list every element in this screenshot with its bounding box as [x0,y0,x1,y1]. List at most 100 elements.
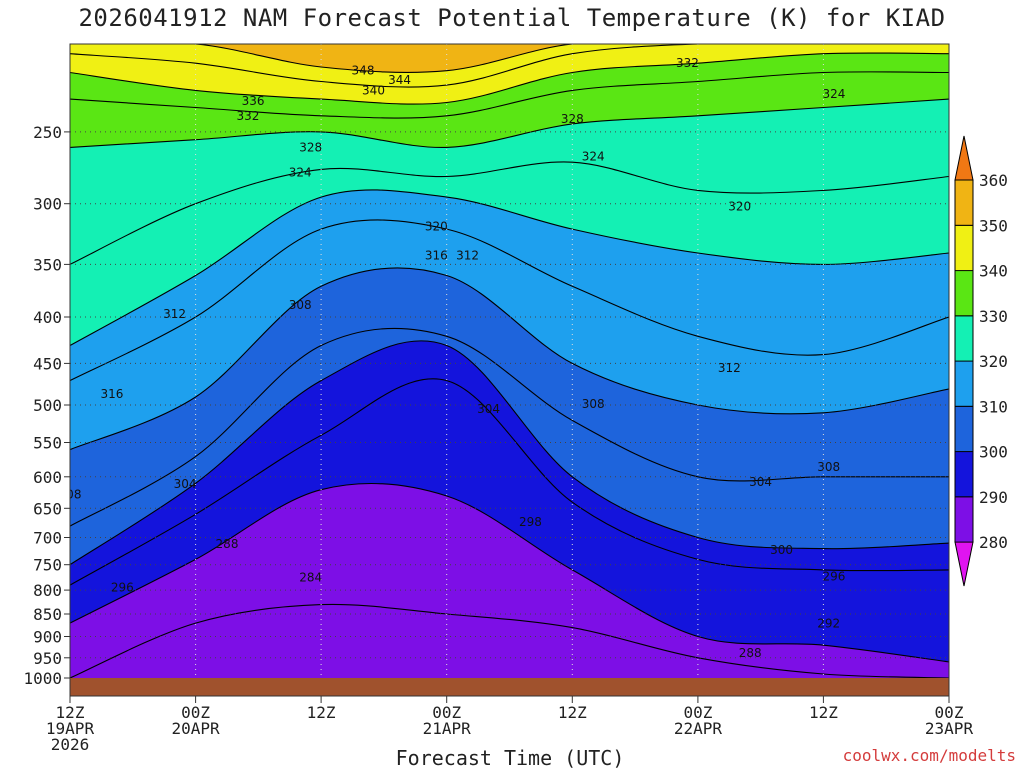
contour-label-16: 312 [718,361,741,375]
colorbar-label-330: 330 [979,307,1008,326]
colorbar-label-300: 300 [979,443,1008,462]
colorbar-band-310 [954,360,974,407]
x-tick-label-1-1: 00Z [181,703,210,722]
contour-label-text: 308 [582,397,605,411]
colorbar-band-330 [954,270,974,317]
contour-label-text: 288 [216,537,239,551]
y-tick-label-800: 800 [33,581,62,600]
y-tick-label-550: 550 [33,434,62,453]
contour-label-5: 332 [676,56,699,70]
contour-label-11: 320 [425,220,448,234]
contour-label-3: 336 [242,94,265,108]
x-tick-label-6-1: 12Z [809,703,838,722]
contour-label-text: 332 [236,109,259,123]
x-tick-label-2-1: 12Z [307,703,336,722]
isentrope-300 [70,340,949,566]
contour-label-text: 308 [59,488,82,502]
contour-label-12: 320 [728,199,751,213]
isentrope-lines [70,44,949,678]
contour-label-text: 284 [299,571,322,585]
contour-label-6: 328 [299,140,322,154]
contour-fills [70,44,949,678]
y-tick-label-600: 600 [33,468,62,487]
contour-label-text: 328 [561,112,584,126]
contour-label-text: 312 [456,248,479,262]
contour-labels: 3483443403363323323283283243243243203203… [59,56,845,660]
isentrope-310 [70,267,949,451]
contour-label-13: 316 [425,248,448,262]
isentrope-348 [70,44,949,73]
contour-label-29: 300 [770,543,793,557]
contour-label-4: 332 [236,109,259,123]
chart-title: 2026041912 NAM Forecast Potential Temper… [78,4,946,32]
contour-label-25: 298 [519,515,542,529]
band-below-284 [70,604,949,678]
colorbar-band-290 [954,451,974,498]
contour-label-text: 344 [388,73,411,87]
x-tick-label-4-1: 12Z [558,703,587,722]
colorbar-label-280: 280 [979,533,1008,552]
x-tick-label-3-1: 00Z [432,703,461,722]
contour-label-text: 298 [519,515,542,529]
contour-label-0: 348 [352,64,375,78]
contour-label-text: 320 [425,220,448,234]
colorbar-band-300 [954,405,974,453]
contour-label-19: 308 [59,488,82,502]
credit-link[interactable]: coolwx.com/modelts [842,746,1016,765]
contour-label-text: 304 [477,402,500,416]
contour-label-text: 304 [174,477,197,491]
y-tick-label-450: 450 [33,354,62,373]
colorbar-band-320 [954,315,974,362]
contour-label-text: 308 [817,460,840,474]
isentrope-324 [70,161,949,265]
y-tick-label-250: 250 [33,123,62,142]
contour-label-text: 324 [822,87,845,101]
contour-label-text: 308 [289,298,312,312]
contour-label-text: 340 [362,83,385,97]
colorbar-low-arrow [954,541,974,587]
contour-label-text: 324 [582,149,605,163]
isentrope-316 [70,219,949,382]
y-tick-label-700: 700 [33,529,62,548]
contour-label-22: 304 [477,402,500,416]
isentrope-340 [70,52,949,105]
y-tick-label-1000: 1000 [23,669,62,688]
x-tick-label-0-3: 2026 [51,735,90,754]
contour-label-15: 312 [163,307,186,321]
contour-label-18: 308 [582,397,605,411]
x-tick-label-7-1: 00Z [935,703,964,722]
colorbar-label-340: 340 [979,262,1008,281]
contour-label-30: 296 [822,570,845,584]
colorbar-label-320: 320 [979,352,1008,371]
x-tick-label-5-1: 00Z [683,703,712,722]
contour-label-20: 308 [817,460,840,474]
contour-label-text: 336 [242,94,265,108]
colorbar-label-360: 360 [979,171,1008,190]
contour-label-32: 288 [739,646,762,660]
isentrope-320 [70,189,949,346]
contour-label-28: 284 [299,571,322,585]
colorbar-label-290: 290 [979,488,1008,507]
contour-label-14: 312 [456,248,479,262]
colorbar-label-310: 310 [979,397,1008,416]
y-tick-label-500: 500 [33,396,62,415]
isentrope-290 [70,482,949,663]
y-tick-label-950: 950 [33,649,62,668]
grid-lines [70,44,949,678]
x-tick-label-0-2: 19APR [46,719,95,738]
contour-label-text: 292 [817,617,840,631]
colorbar-high-arrow [954,135,974,181]
contour-label-23: 304 [174,477,197,491]
x-tick-label-1-2: 20APR [172,719,221,738]
contour-label-31: 292 [817,617,840,631]
contour-label-21: 316 [100,387,123,401]
x-axis-label: Forecast Time (UTC) [395,746,625,770]
contour-label-text: 316 [425,248,448,262]
colorbar: 280 290 300 310 320 330 340 350 360 [954,135,1008,587]
isentrope-336 [70,71,949,119]
contour-label-24: 304 [749,475,772,489]
contour-label-text: 296 [111,581,134,595]
colorbar-band-350 [954,179,974,226]
